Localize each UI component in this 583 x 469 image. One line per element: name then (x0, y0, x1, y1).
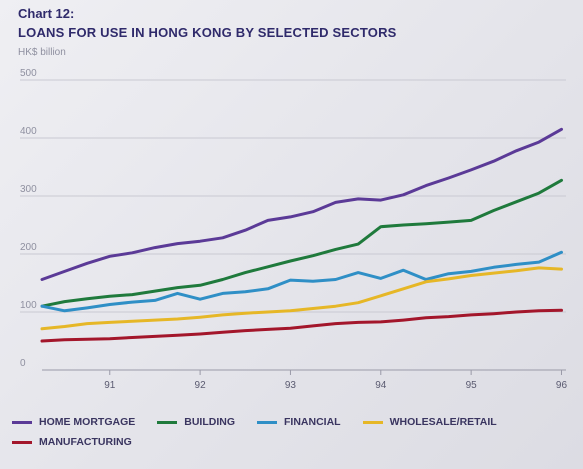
legend-swatch-building (157, 420, 178, 424)
y-tick-label-0: 0 (20, 358, 26, 369)
legend-label-building: BUILDING (184, 416, 235, 428)
x-tick-label-92: 92 (195, 380, 207, 391)
legend-item-wholesale-retail: WHOLESALE/RETAIL (362, 416, 497, 428)
legend-swatch-financial (257, 420, 277, 424)
x-tick-label-95: 95 (466, 380, 478, 391)
y-tick-label-100: 100 (20, 300, 37, 311)
chart-number: Chart 12: (18, 6, 75, 21)
legend-swatch-manufacturing (12, 440, 32, 444)
y-tick-label-500: 500 (20, 68, 37, 79)
line-chart-plot: 0 100 200 300 400 500 91 92 93 94 95 96 (20, 68, 568, 391)
series-line-wholesale-retail (40, 266, 563, 331)
legend-swatch-home-mortgage (12, 420, 32, 424)
legend-item-financial: FINANCIAL (257, 416, 341, 428)
series-line-home-mortgage (40, 127, 563, 281)
x-tick-label-91: 91 (104, 380, 116, 391)
legend-label-wholesale-retail: WHOLESALE/RETAIL (389, 416, 497, 428)
y-axis-unit-label: HK$ billion (18, 47, 66, 58)
series-line-manufacturing (40, 308, 563, 343)
y-tick-label-300: 300 (20, 184, 37, 195)
x-tick-label-93: 93 (285, 380, 297, 391)
legend-item-building: BUILDING (157, 416, 235, 428)
legend-label-home-mortgage: HOME MORTGAGE (39, 416, 136, 428)
legend-label-manufacturing: MANUFACTURING (39, 436, 132, 448)
series-line-building (40, 178, 563, 308)
x-tick-label-96: 96 (556, 380, 568, 391)
y-tick-label-400: 400 (20, 126, 37, 137)
legend-swatch-wholesale-retail (362, 420, 383, 424)
legend-item-manufacturing: MANUFACTURING (12, 436, 132, 448)
series-line-financial (40, 250, 563, 313)
x-tick-label-94: 94 (375, 380, 387, 391)
legend-label-financial: FINANCIAL (284, 416, 341, 428)
y-tick-label-200: 200 (20, 242, 37, 253)
legend-item-home-mortgage: HOME MORTGAGE (12, 416, 135, 428)
chart-legend: HOME MORTGAGE BUILDING FINANCIAL WHOLESALE/… (12, 416, 577, 448)
chart-title: LOANS FOR USE IN HONG KONG BY SELECTED S… (18, 25, 397, 40)
